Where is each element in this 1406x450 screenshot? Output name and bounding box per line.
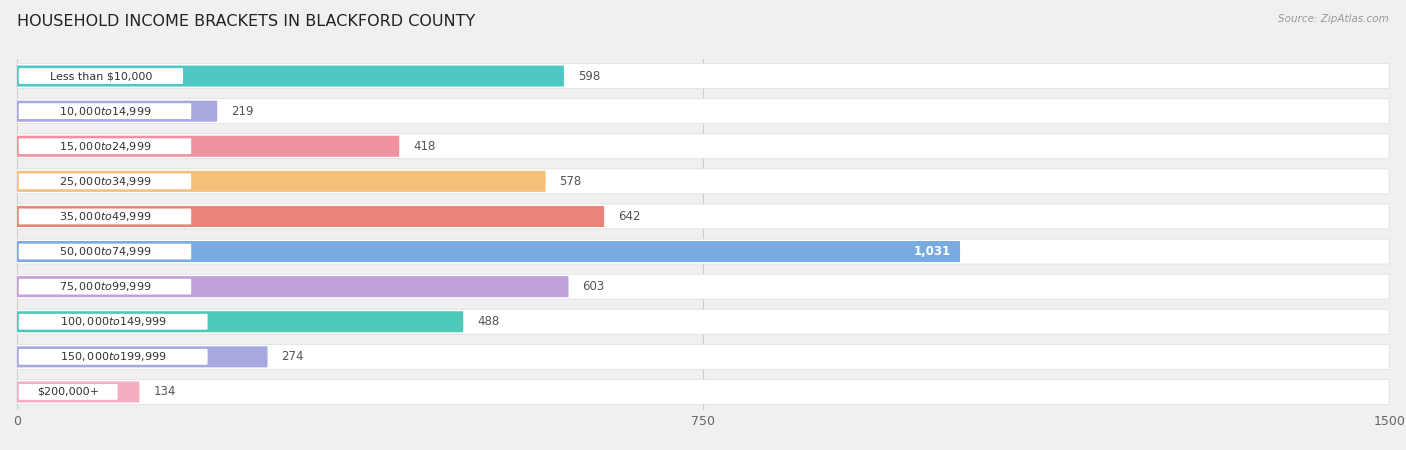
Text: 219: 219 (231, 105, 253, 117)
FancyBboxPatch shape (17, 99, 1389, 124)
FancyBboxPatch shape (18, 384, 118, 400)
FancyBboxPatch shape (18, 138, 191, 154)
FancyBboxPatch shape (18, 349, 208, 365)
Text: Source: ZipAtlas.com: Source: ZipAtlas.com (1278, 14, 1389, 23)
FancyBboxPatch shape (17, 241, 960, 262)
FancyBboxPatch shape (18, 279, 191, 295)
FancyBboxPatch shape (17, 169, 1389, 194)
Text: $25,000 to $34,999: $25,000 to $34,999 (59, 175, 152, 188)
FancyBboxPatch shape (17, 276, 568, 297)
Text: $35,000 to $49,999: $35,000 to $49,999 (59, 210, 152, 223)
FancyBboxPatch shape (18, 208, 191, 225)
FancyBboxPatch shape (17, 101, 217, 122)
FancyBboxPatch shape (17, 346, 267, 367)
FancyBboxPatch shape (17, 204, 1389, 229)
Text: HOUSEHOLD INCOME BRACKETS IN BLACKFORD COUNTY: HOUSEHOLD INCOME BRACKETS IN BLACKFORD C… (17, 14, 475, 28)
Text: $15,000 to $24,999: $15,000 to $24,999 (59, 140, 152, 153)
Text: $75,000 to $99,999: $75,000 to $99,999 (59, 280, 152, 293)
Text: 578: 578 (560, 175, 582, 188)
Text: $10,000 to $14,999: $10,000 to $14,999 (59, 105, 152, 117)
FancyBboxPatch shape (17, 311, 464, 332)
Text: $200,000+: $200,000+ (37, 387, 100, 397)
FancyBboxPatch shape (17, 66, 564, 86)
Text: 134: 134 (153, 386, 176, 398)
Text: 488: 488 (477, 315, 499, 328)
FancyBboxPatch shape (17, 171, 546, 192)
Text: 418: 418 (413, 140, 436, 153)
FancyBboxPatch shape (17, 382, 139, 402)
FancyBboxPatch shape (17, 134, 1389, 159)
FancyBboxPatch shape (18, 103, 191, 119)
Text: Less than $10,000: Less than $10,000 (49, 71, 152, 81)
FancyBboxPatch shape (17, 379, 1389, 405)
FancyBboxPatch shape (17, 309, 1389, 334)
FancyBboxPatch shape (18, 243, 191, 260)
FancyBboxPatch shape (17, 136, 399, 157)
Text: 603: 603 (582, 280, 605, 293)
Text: $50,000 to $74,999: $50,000 to $74,999 (59, 245, 152, 258)
FancyBboxPatch shape (17, 206, 605, 227)
FancyBboxPatch shape (17, 63, 1389, 89)
Text: 642: 642 (617, 210, 640, 223)
FancyBboxPatch shape (18, 68, 183, 84)
FancyBboxPatch shape (18, 173, 191, 189)
FancyBboxPatch shape (17, 274, 1389, 299)
Text: 274: 274 (281, 351, 304, 363)
Text: 1,031: 1,031 (914, 245, 950, 258)
FancyBboxPatch shape (18, 314, 208, 330)
FancyBboxPatch shape (17, 239, 1389, 264)
Text: 598: 598 (578, 70, 600, 82)
Text: $150,000 to $199,999: $150,000 to $199,999 (60, 351, 166, 363)
FancyBboxPatch shape (17, 344, 1389, 369)
Text: $100,000 to $149,999: $100,000 to $149,999 (60, 315, 166, 328)
